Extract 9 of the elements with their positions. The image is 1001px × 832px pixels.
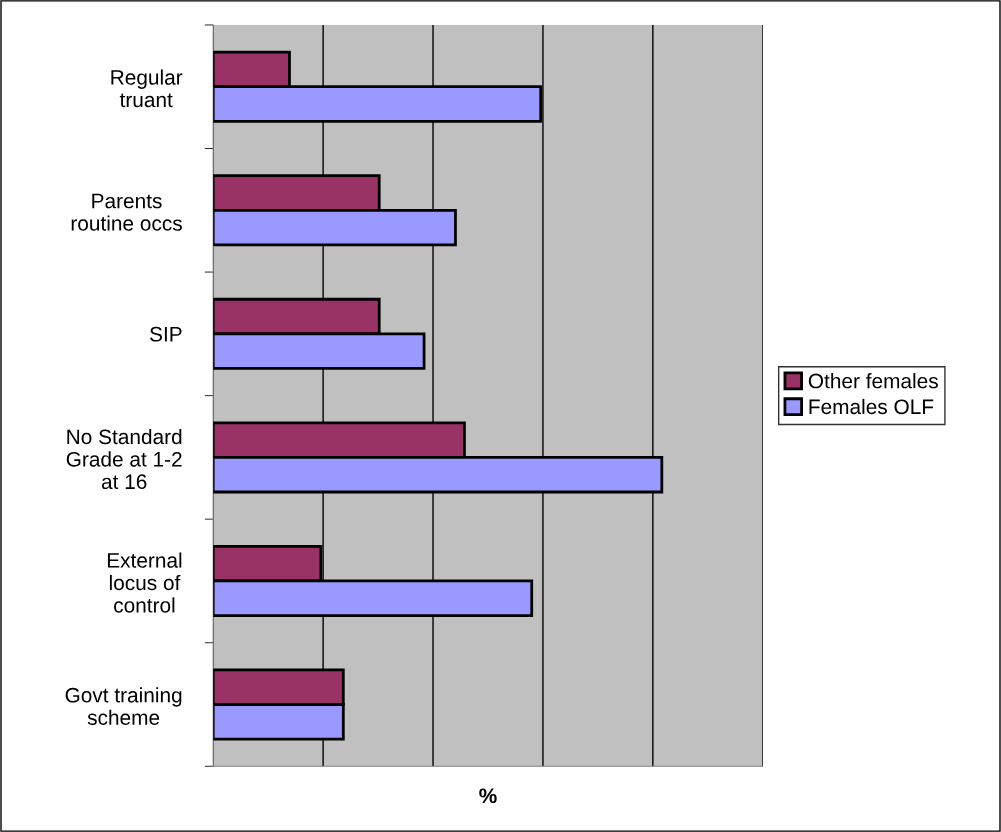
legend-label: Females OLF xyxy=(809,398,934,415)
legend-label: Other females xyxy=(808,373,938,389)
y-tick-label: SIP xyxy=(150,326,182,342)
y-tick-label: Govt training scheme xyxy=(65,687,182,725)
y-tick-label: No Standard Grade at 1-2 at 16 xyxy=(66,428,182,490)
y-tick-label: Regular truant xyxy=(111,69,183,108)
y-tick-label: External locus of control xyxy=(107,552,182,613)
y-tick-label: Parents routine occs xyxy=(71,193,182,231)
x-axis-title: % xyxy=(479,788,497,804)
